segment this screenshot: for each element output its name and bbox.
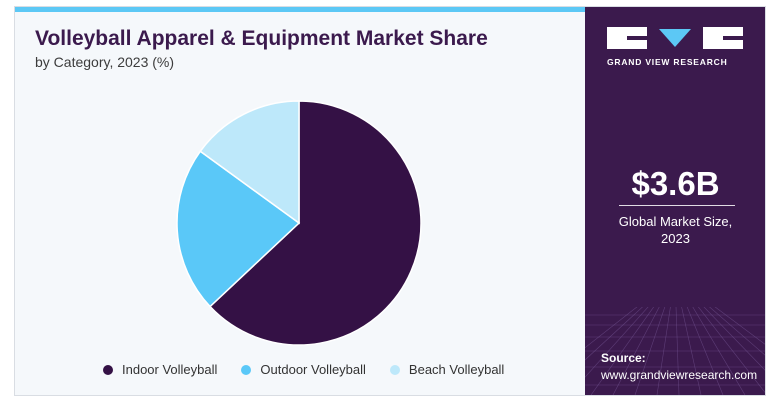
market-size-label: Global Market Size, 2023 [585,213,765,247]
grid-line [692,307,746,395]
legend-label-indoor: Indoor Volleyball [122,362,218,377]
grid-line [656,307,671,395]
pie-chart [176,100,422,346]
grid-line [634,307,666,395]
source-url: www.grandviewresearch.com [601,368,758,382]
grid-line [714,307,765,345]
grid-line [703,307,765,371]
chart-subtitle: by Category, 2023 (%) [35,54,175,70]
legend-label-outdoor: Outdoor Volleyball [260,362,366,377]
accent-strip [15,7,585,12]
legend-item-outdoor: Outdoor Volleyball [241,362,366,377]
grid-line [590,307,655,395]
grid-line [585,307,643,361]
market-size-value: $3.6B [631,165,720,202]
divider [619,205,735,206]
grid-line [585,307,649,378]
pie-slice-indoor-volleyball [209,100,422,346]
pie-slice-outdoor-volleyball [176,150,301,308]
grid-line [681,307,702,395]
chart-legend: Indoor Volleyball Outdoor Volleyball Bea… [103,362,528,377]
logo-triangle-icon [659,29,691,47]
brand-name: GRAND VIEW RESEARCH [607,57,728,67]
legend-swatch-outdoor [241,364,252,375]
grid-line [612,307,660,395]
legend-item-beach: Beach Volleyball [389,362,505,377]
chart-card: Volleyball Apparel & Equipment Market Sh… [14,6,766,396]
perspective-grid-decoration [585,307,765,395]
grid-line [686,307,724,395]
grid-line [709,307,765,356]
logo-block-right [703,27,743,49]
legend-item-indoor: Indoor Volleyball [103,362,217,377]
market-label-line2: 2023 [661,231,690,246]
chart-title: Volleyball Apparel & Equipment Market Sh… [35,27,488,50]
logo-block-left [607,27,647,49]
grid-line [675,307,680,395]
market-label-line1: Global Market Size, [618,214,733,229]
legend-swatch-indoor [103,364,113,375]
pie-slice-beach-volleyball [199,100,300,225]
legend-swatch-beach [389,364,400,375]
chart-panel: Volleyball Apparel & Equipment Market Sh… [15,7,585,395]
legend-label-beach: Beach Volleyball [408,362,505,377]
brand-logo: GRAND VIEW RESEARCH [607,27,747,67]
summary-sidebar: GRAND VIEW RESEARCH $3.6B Global Market … [585,7,765,395]
logo-mark [607,27,747,49]
grid-line [698,307,765,393]
grid-line [585,307,638,349]
logo-block-middle [655,27,695,49]
source-label: Source: [601,351,646,365]
